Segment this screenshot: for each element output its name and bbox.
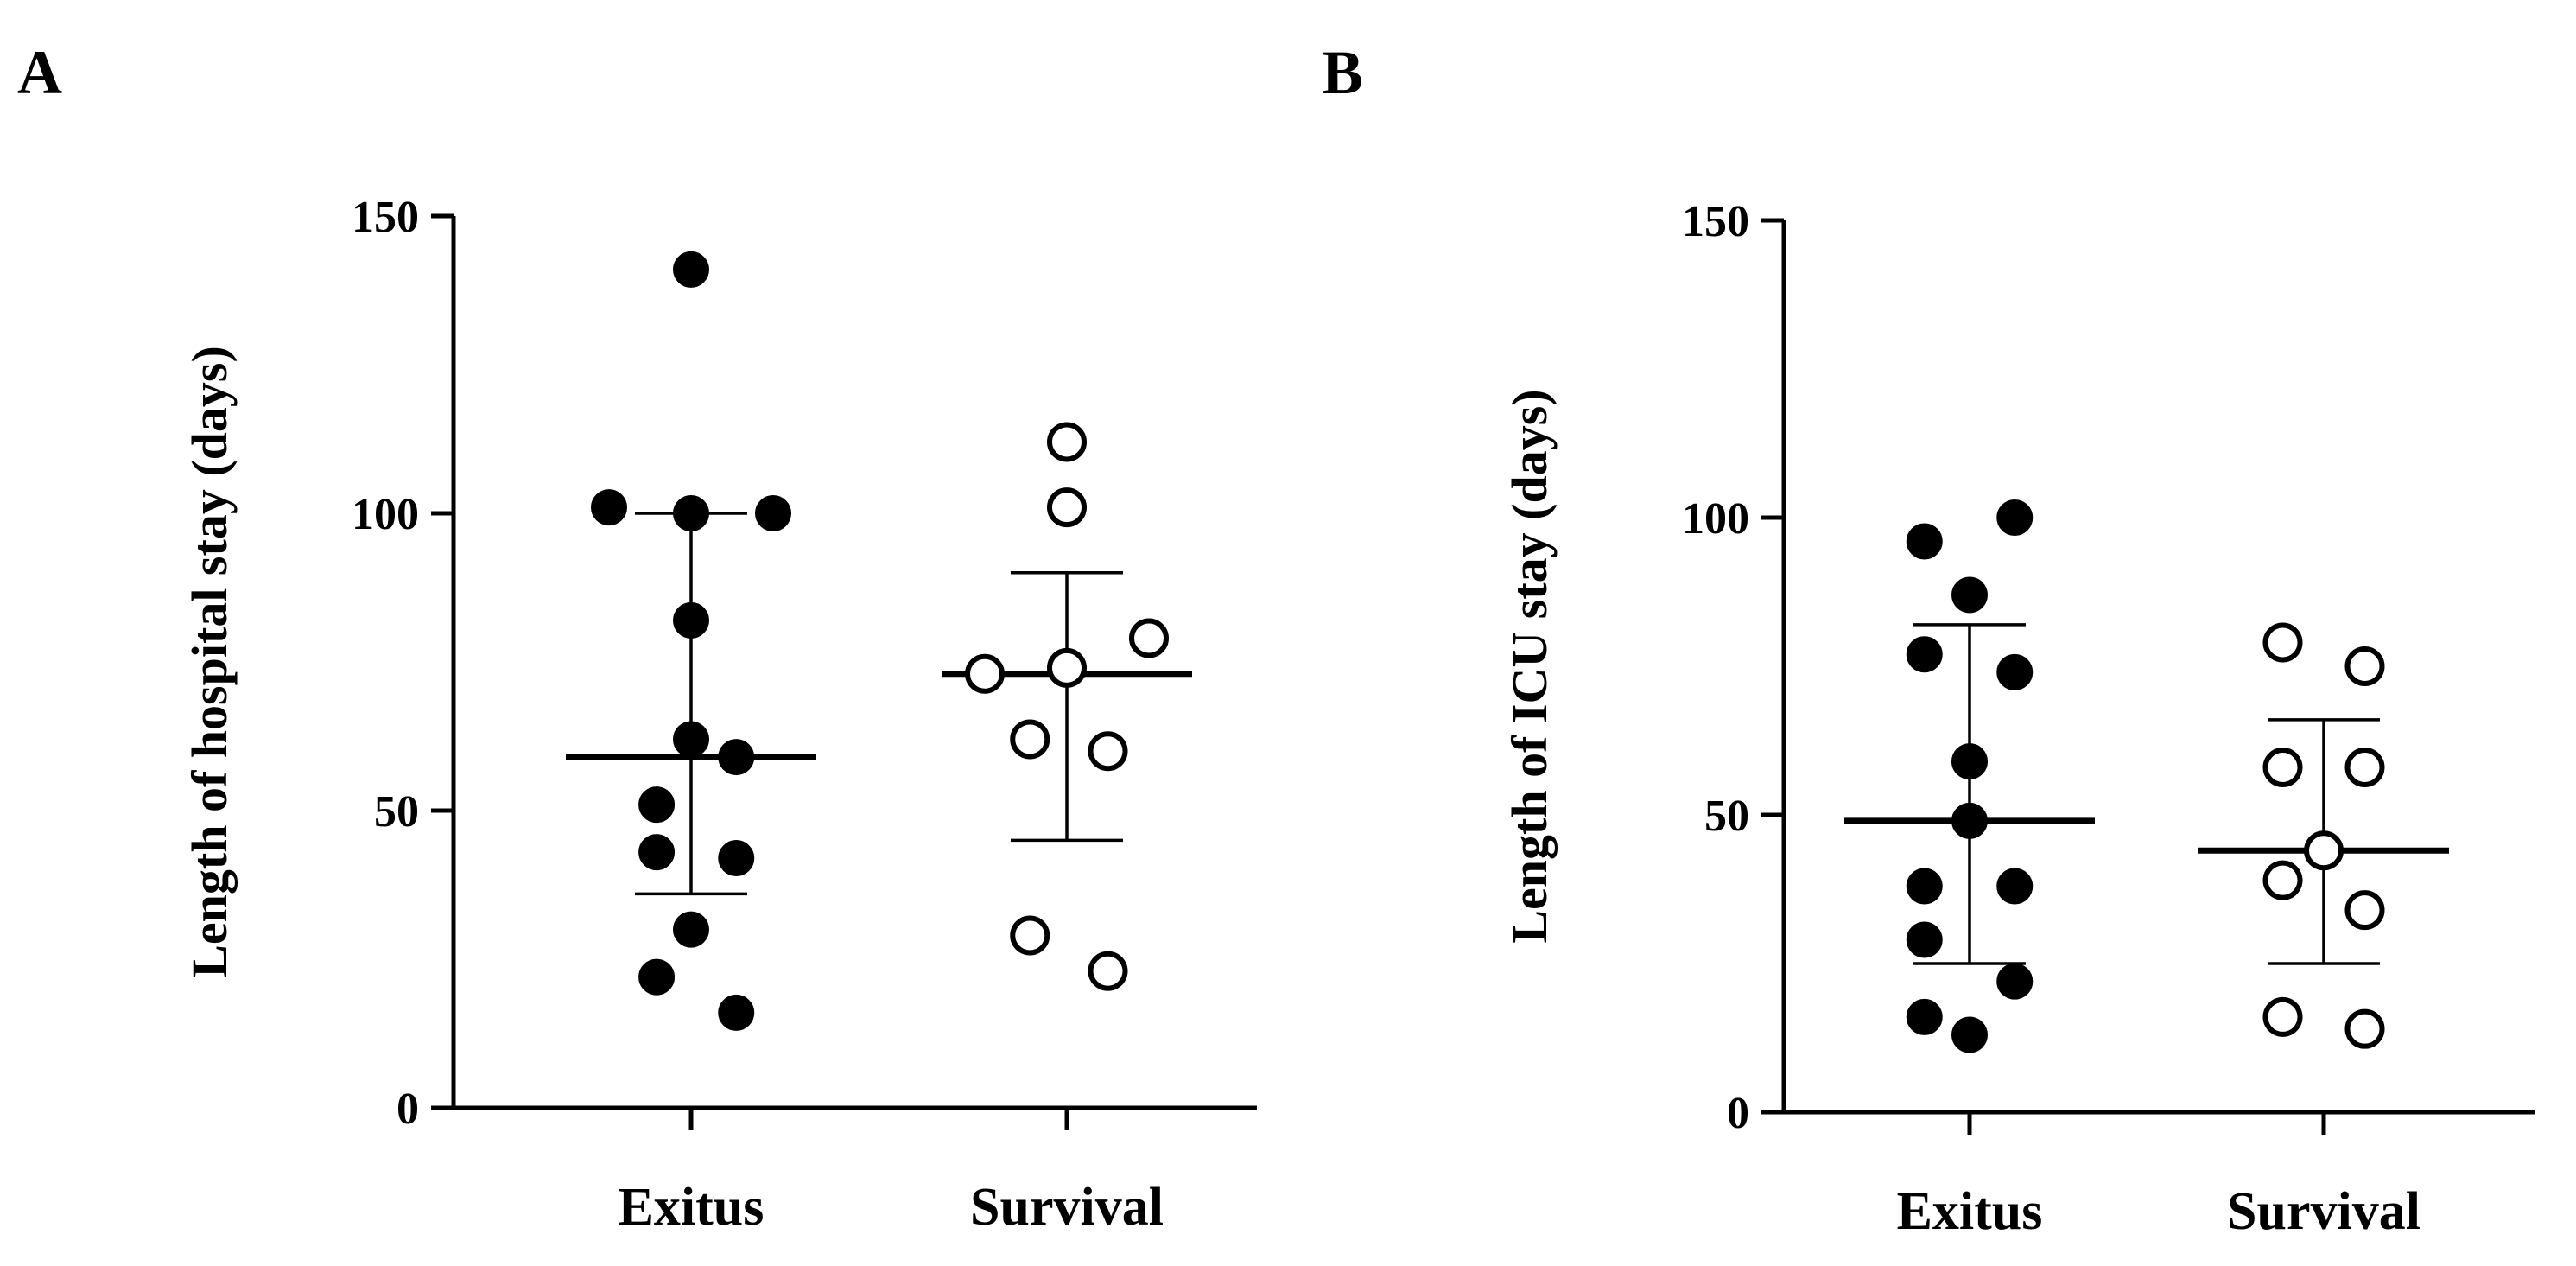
data-point <box>2262 996 2303 1037</box>
data-point <box>2262 622 2303 663</box>
y-tick-label: 0 <box>1727 1089 1749 1138</box>
data-point <box>638 786 676 824</box>
y-tick-label: 50 <box>374 787 419 837</box>
y-tick-label: 100 <box>352 490 419 539</box>
series-exitus <box>566 251 816 1031</box>
data-point <box>1047 422 1087 462</box>
category-label-exitus: Exitus <box>619 1178 765 1237</box>
series-survival <box>942 422 1192 991</box>
data-point <box>1906 523 1943 560</box>
y-tick-label: 150 <box>352 193 419 242</box>
data-point <box>718 840 755 877</box>
data-point <box>1906 868 1943 905</box>
data-point <box>1996 653 2034 690</box>
data-point <box>673 601 709 639</box>
panel-a-letter: A <box>17 38 62 107</box>
series-exitus <box>1844 499 2095 1053</box>
y-axis-title: Length of ICU stay (days) <box>1501 389 1558 943</box>
panel-b: B 0 50 100 150 Length of ICU stay (days) Exit… <box>1322 38 2535 1241</box>
data-point <box>2344 747 2385 787</box>
data-point <box>965 653 1005 694</box>
data-point <box>2304 830 2344 871</box>
data-point <box>1129 618 1169 658</box>
category-label-exitus: Exitus <box>1897 1182 2043 1241</box>
data-point <box>1996 963 2034 1000</box>
panel-b-letter: B <box>1322 38 1363 107</box>
y-axis-title: Length of hospital stay (days) <box>181 346 238 978</box>
data-point <box>1047 487 1087 528</box>
series-survival <box>2198 622 2449 1049</box>
data-point <box>2344 1008 2385 1049</box>
data-point <box>673 251 709 288</box>
data-point <box>2262 747 2303 787</box>
data-point <box>1906 636 1943 673</box>
data-point <box>1010 915 1050 956</box>
data-point <box>673 495 709 531</box>
y-tick-label: 50 <box>1704 792 1749 841</box>
data-point <box>1951 576 1988 614</box>
data-point <box>1010 719 1050 760</box>
data-point <box>1906 921 1943 958</box>
y-tick-label: 100 <box>1682 494 1749 544</box>
data-point <box>638 834 676 871</box>
data-point <box>1951 802 1988 839</box>
data-point <box>638 958 676 996</box>
data-point <box>1047 647 1087 688</box>
y-tick-label: 0 <box>397 1085 419 1134</box>
data-point <box>2344 646 2385 686</box>
data-point <box>1996 499 2034 536</box>
data-point <box>673 911 709 948</box>
data-point <box>718 994 755 1031</box>
data-point <box>718 739 755 776</box>
category-label-survival: Survival <box>2227 1182 2421 1241</box>
data-point <box>1951 1016 1988 1053</box>
y-tick-label: 150 <box>1682 197 1749 246</box>
data-point <box>1996 868 2034 905</box>
data-point <box>591 489 627 526</box>
data-point <box>1088 731 1128 772</box>
data-point <box>673 721 709 758</box>
data-point <box>1088 951 1128 991</box>
data-point <box>755 495 791 531</box>
data-point <box>1906 998 1943 1035</box>
panel-a: A 0 50 100 150 Length of hospital stay (days… <box>17 38 1257 1237</box>
data-point <box>1951 743 1988 780</box>
data-point <box>2262 860 2303 900</box>
category-label-survival: Survival <box>970 1178 1164 1237</box>
data-point <box>2344 890 2385 931</box>
